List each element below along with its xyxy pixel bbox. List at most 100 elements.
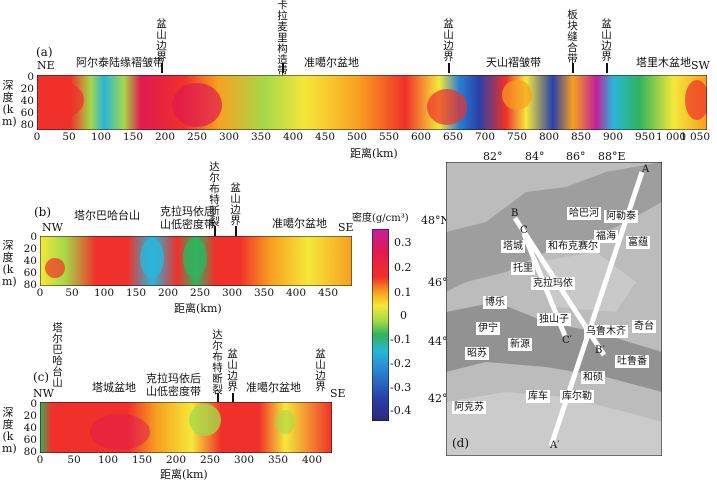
x-tick: 600 xyxy=(410,131,432,143)
profile-label: C′ xyxy=(562,335,572,346)
colorbar-title: 密度(g/cm³) xyxy=(352,213,409,224)
x-axis-label: 距离(km) xyxy=(174,302,222,315)
x-tick: 800 xyxy=(538,131,560,143)
density-section-a xyxy=(37,75,707,130)
y-tick: 40 xyxy=(23,422,37,434)
y-tick: 0 xyxy=(30,231,37,243)
x-tick: 300 xyxy=(221,287,243,299)
y-tick: 60 xyxy=(23,434,37,446)
place-label: 新源 xyxy=(508,338,532,351)
x-tick: 200 xyxy=(165,454,187,466)
y-tick: 40 xyxy=(23,255,37,267)
place-label: 塔城 xyxy=(501,240,525,253)
lat-tick: 46° xyxy=(428,276,448,289)
place-label: 和硕 xyxy=(581,371,605,384)
profile-label: B xyxy=(511,208,519,219)
colorbar-scale xyxy=(372,229,389,421)
lon-tick: 86° xyxy=(566,150,586,163)
panel-letter: (a) xyxy=(36,45,53,59)
x-tick: 650 xyxy=(442,131,464,143)
x-tick: 250 xyxy=(189,287,211,299)
x-axis-label: 距离(km) xyxy=(160,468,208,481)
place-label: 克拉玛依 xyxy=(531,277,575,290)
boundary-label: 达尔布特断裂 xyxy=(209,161,220,228)
lat-tick: 44° xyxy=(428,335,448,348)
y-tick: 80 xyxy=(20,119,34,131)
x-tick: 300 xyxy=(233,454,255,466)
profile-label: B′ xyxy=(595,345,605,356)
panel-letter: (c) xyxy=(33,370,50,384)
end-label-left: NW xyxy=(42,221,63,234)
boundary-label: 盆山边界 xyxy=(156,18,167,63)
place-label: 富蕴 xyxy=(626,236,650,249)
x-tick: 100 xyxy=(90,131,112,143)
y-tick: 20 xyxy=(23,410,37,422)
x-tick: 50 xyxy=(67,454,81,466)
end-label-right: SE xyxy=(330,387,346,400)
boundary-marker xyxy=(214,226,216,236)
colorbar-tick: -0.3 xyxy=(390,381,412,394)
density-section-c xyxy=(40,402,332,453)
y-tick: 60 xyxy=(23,267,37,279)
panel-letter: (b) xyxy=(34,205,52,219)
boundary-marker xyxy=(232,393,234,403)
zone-label: 塔城盆地 xyxy=(92,381,136,394)
y-tick: 60 xyxy=(20,107,34,119)
end-label-right: SE xyxy=(338,221,354,234)
place-label: 独山子 xyxy=(537,313,571,326)
colorbar-tick: 0.3 xyxy=(394,236,412,249)
x-tick: 550 xyxy=(378,131,400,143)
x-tick: 350 xyxy=(267,454,289,466)
y-tick: 20 xyxy=(23,243,37,255)
zone-label: 准噶尔盆地 xyxy=(304,56,359,69)
place-label: 和布克赛尔 xyxy=(546,240,600,253)
boundary-label: 盆山边界 xyxy=(315,348,326,393)
x-tick: 0 xyxy=(33,131,41,143)
zone-label: 塔里木盆地 xyxy=(636,56,691,69)
boundary-marker xyxy=(235,226,237,236)
x-tick: 450 xyxy=(314,131,336,143)
profile-label: A′ xyxy=(550,440,560,451)
x-tick: 150 xyxy=(131,454,153,466)
zone-label: 克拉玛依后 xyxy=(146,372,201,385)
place-label: 库车 xyxy=(526,390,550,403)
x-tick: 100 xyxy=(97,454,119,466)
x-tick: 950 xyxy=(634,131,656,143)
place-label: 奇台 xyxy=(632,320,656,333)
x-tick: 50 xyxy=(62,131,76,143)
x-tick: 450 xyxy=(317,287,339,299)
colorbar-tick: -0.2 xyxy=(390,357,412,370)
x-tick: 400 xyxy=(301,454,323,466)
x-axis-label: 距离(km) xyxy=(350,147,398,160)
x-tick: 0 xyxy=(36,454,44,466)
x-tick: 900 xyxy=(602,131,624,143)
x-tick: 200 xyxy=(154,131,176,143)
y-axis-label: 深度(km) xyxy=(2,406,17,455)
colorbar-tick: 0.1 xyxy=(394,286,412,299)
x-tick: 350 xyxy=(250,131,272,143)
boundary-label: 盆山边界 xyxy=(230,182,241,227)
x-tick: 750 xyxy=(506,131,528,143)
zone-label: 准噶尔盆地 xyxy=(272,217,327,230)
x-tick: 150 xyxy=(122,131,144,143)
place-label: 阿勒泰 xyxy=(604,210,638,223)
place-label: 哈巴河 xyxy=(567,207,601,220)
x-tick: 150 xyxy=(125,287,147,299)
x-tick: 300 xyxy=(218,131,240,143)
place-label: 阿克苏 xyxy=(452,401,486,414)
boundary-marker xyxy=(448,63,450,73)
end-label-right: SW xyxy=(691,59,710,72)
x-tick: 0 xyxy=(36,287,44,299)
boundary-marker xyxy=(606,63,608,73)
x-tick: 350 xyxy=(253,287,275,299)
boundary-label: 塔尔巴哈台山 xyxy=(52,322,63,389)
place-label: 昭苏 xyxy=(465,347,489,360)
x-tick: 1 000 xyxy=(655,131,687,143)
zone-label: 阿尔泰陆缘褶皱带 xyxy=(76,56,164,69)
colorbar-tick: -0.4 xyxy=(390,404,412,417)
place-label: 库尔勒 xyxy=(560,390,594,403)
y-axis-label: 深度(km) xyxy=(2,79,17,128)
boundary-marker xyxy=(282,63,284,73)
colorbar-tick: 0 xyxy=(400,309,407,322)
colorbar-tick: 0.2 xyxy=(394,261,412,274)
